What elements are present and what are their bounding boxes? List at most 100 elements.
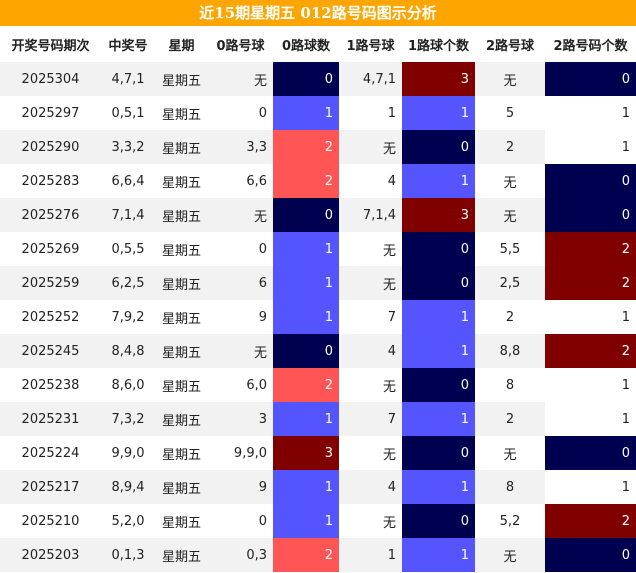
- cell: 星期五: [161, 447, 201, 463]
- cell: 无: [475, 62, 545, 96]
- table-row: 2025231 7,3,2 星期五 3 1 7 1 2 1: [0, 402, 636, 436]
- cell: 0,5,1: [111, 105, 145, 121]
- cell: 2025283: [21, 173, 80, 189]
- cell: 无: [382, 243, 396, 259]
- cell: 1: [402, 402, 475, 436]
- column-header: 0路号球: [216, 38, 265, 54]
- cell: 2: [273, 164, 339, 198]
- cell: 星期五: [155, 62, 208, 96]
- cell: 2: [273, 130, 339, 164]
- cell: 1: [339, 538, 402, 572]
- column-header: 1路号球: [346, 38, 395, 54]
- cell: 0: [273, 334, 339, 368]
- data-table: 开奖号码期次 中奖号 星期 0路号球 0路球数 1路号球 1路球个数 2路号球 2路号码个数 2…: [0, 26, 636, 572]
- cell: 1: [402, 334, 475, 368]
- cell: 3,3: [208, 130, 273, 164]
- column-header: 中奖号: [108, 38, 148, 54]
- cell: 1: [273, 96, 339, 130]
- cell: 1: [273, 232, 339, 266]
- cell: 2025217: [0, 470, 101, 504]
- cell: 星期五: [161, 243, 201, 259]
- cell: 0: [258, 513, 267, 529]
- cell: 6,6,4: [111, 173, 145, 189]
- cell: 3: [402, 198, 475, 232]
- cell: 2025224: [21, 445, 80, 461]
- cell: 9: [208, 470, 273, 504]
- cell: 7,1,4: [339, 198, 402, 232]
- table-row: 2025283 6,6,4 星期五 6,6 2 4 1 无 0: [0, 164, 636, 198]
- cell: 2025231: [0, 402, 101, 436]
- cell: 无: [339, 266, 402, 300]
- cell: 2: [475, 130, 545, 164]
- table-row: 2025259 6,2,5 星期五 6 1 无 0 2,5 2: [0, 266, 636, 300]
- cell: 5,2,0: [111, 513, 145, 529]
- cell: 星期五: [161, 311, 201, 327]
- cell: 0: [402, 130, 475, 164]
- cell: 0: [402, 368, 475, 402]
- cell: 6: [208, 266, 273, 300]
- cell: 1: [402, 300, 475, 334]
- cell: 1: [273, 402, 339, 436]
- table-row: 2025269 0,5,5 星期五 0 1 无 0 5,5 2: [0, 232, 636, 266]
- cell: 星期五: [161, 175, 201, 191]
- cell: 7: [339, 402, 402, 436]
- cell: 0,3: [208, 538, 273, 572]
- cell: 7,9,2: [111, 309, 145, 325]
- cell: 星期五: [161, 107, 201, 123]
- cell: 无: [382, 379, 396, 395]
- cell: 2: [273, 538, 339, 572]
- cell: 0: [402, 232, 475, 266]
- header-row: 开奖号码期次 中奖号 星期 0路号球 0路球数 1路号球 1路球个数 2路号球 2路号码个数: [0, 26, 636, 62]
- cell: 0: [273, 198, 339, 232]
- cell: 3: [402, 62, 475, 96]
- cell: 5: [505, 105, 515, 121]
- cell: 2,5: [475, 266, 545, 300]
- cell: 4: [387, 173, 396, 189]
- cell: 0: [545, 164, 636, 198]
- cell: 无: [475, 198, 545, 232]
- table-row: 2025238 8,6,0 星期五 6,0 2 无 0 8 1: [0, 368, 636, 402]
- cell: 4: [339, 470, 402, 504]
- table-row: 2025304 4,7,1 星期五无 0 4,7,1 3 无 0: [0, 62, 636, 96]
- cell: 8,9,4: [101, 470, 155, 504]
- cell: 星期五: [155, 266, 208, 300]
- table-row: 2025245 8,4,8 星期五无 0 4 1 8,8 2: [0, 334, 636, 368]
- cell: 3,3,2: [101, 130, 155, 164]
- cell: 2025252: [21, 309, 80, 325]
- cell: 0: [545, 62, 636, 96]
- table-row: 2025276 7,1,4 星期五无 0 7,1,4 3 无 0: [0, 198, 636, 232]
- cell: 无: [208, 334, 273, 368]
- cell: 2: [545, 334, 636, 368]
- cell: 0: [545, 198, 636, 232]
- cell: 2: [273, 368, 339, 402]
- cell: 星期五: [161, 379, 201, 395]
- cell: 星期五: [155, 334, 208, 368]
- cell: 1: [273, 300, 339, 334]
- cell: 0,5,5: [111, 241, 145, 257]
- cell: 无: [475, 538, 545, 572]
- table-row: 2025203 0,1,3 星期五 0,3 2 1 1 无 0: [0, 538, 636, 572]
- cell: 1: [273, 470, 339, 504]
- cell: 0,1,3: [101, 538, 155, 572]
- cell: 0: [258, 105, 267, 121]
- table-row: 2025210 5,2,0 星期五 0 1 无 0 5,2 2: [0, 504, 636, 538]
- cell: 0: [545, 436, 636, 470]
- cell: 1: [402, 96, 475, 130]
- cell: 无: [208, 62, 273, 96]
- column-header: 1路球个数: [408, 38, 470, 54]
- cell: 1: [387, 105, 396, 121]
- cell: 0: [258, 241, 267, 257]
- cell: 0: [402, 266, 475, 300]
- column-header: 开奖号码期次: [11, 38, 90, 54]
- cell: 6,0: [246, 377, 267, 393]
- cell: 5,5: [499, 241, 521, 257]
- cell: 8,4,8: [101, 334, 155, 368]
- cell: 2025203: [0, 538, 101, 572]
- cell: 2025297: [21, 105, 80, 121]
- cell: 0: [402, 504, 475, 538]
- table-row: 2025224 9,9,0 星期五 9,9,0 3 无 0 无 0: [0, 436, 636, 470]
- cell: 4: [339, 334, 402, 368]
- cell: 2025276: [0, 198, 101, 232]
- cell: 4,7,1: [339, 62, 402, 96]
- cell: 1: [545, 470, 636, 504]
